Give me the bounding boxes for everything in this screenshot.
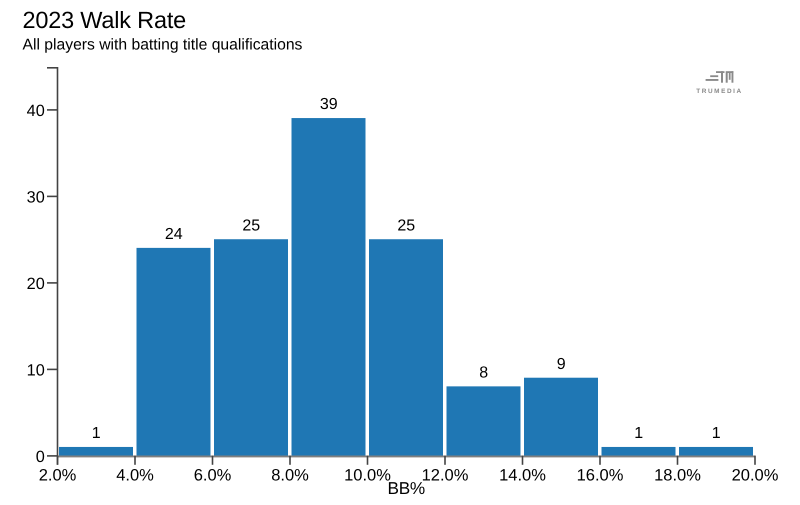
svg-text:2023 Walk Rate: 2023 Walk Rate [23,7,187,33]
svg-text:0: 0 [36,448,45,466]
svg-text:8.0%: 8.0% [271,467,309,485]
svg-text:All players with batting title: All players with batting title qualifica… [23,37,303,54]
svg-text:14.0%: 14.0% [499,467,546,485]
svg-text:1: 1 [92,425,101,442]
svg-text:25: 25 [397,217,415,234]
svg-text:20: 20 [27,275,45,293]
svg-text:2.0%: 2.0% [39,467,77,485]
svg-text:18.0%: 18.0% [654,467,701,485]
svg-text:40: 40 [27,102,45,120]
svg-text:9: 9 [557,356,566,373]
svg-text:39: 39 [320,96,338,113]
svg-text:10.0%: 10.0% [344,467,391,485]
svg-text:6.0%: 6.0% [194,467,232,485]
svg-text:24: 24 [165,226,183,243]
svg-text:10: 10 [27,361,45,379]
svg-text:12.0%: 12.0% [422,467,469,485]
svg-text:30: 30 [27,188,45,206]
svg-text:16.0%: 16.0% [577,467,624,485]
svg-text:4.0%: 4.0% [116,467,154,485]
svg-text:TRUMEDIA: TRUMEDIA [696,88,743,95]
svg-text:BB%: BB% [388,478,425,498]
svg-text:8: 8 [479,364,488,381]
svg-text:1: 1 [634,425,643,442]
svg-text:1: 1 [712,425,721,442]
svg-text:20.0%: 20.0% [732,467,779,485]
svg-text:25: 25 [242,217,260,234]
